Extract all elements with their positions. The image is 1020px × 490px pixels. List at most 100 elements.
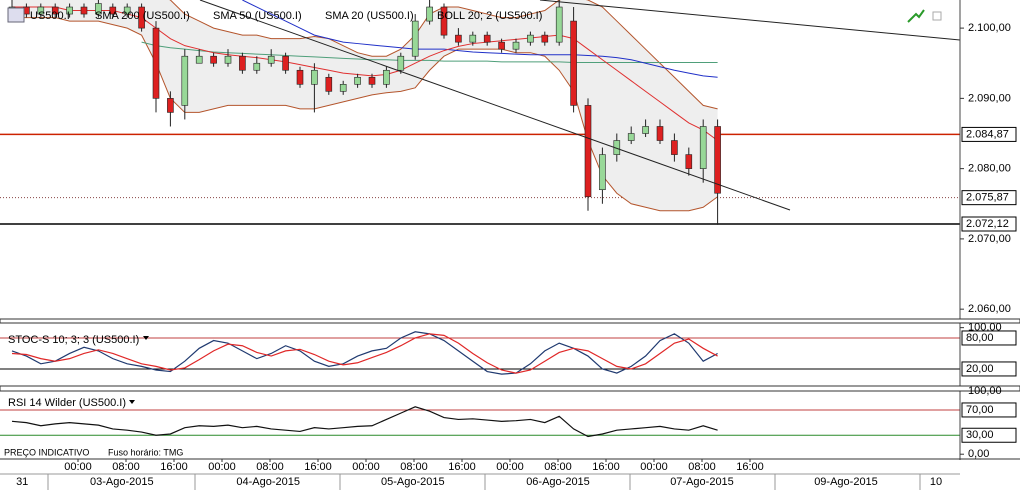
candle-body [699,126,707,169]
date-label: 07-Ago-2015 [670,476,734,488]
candle-body [325,76,333,92]
candle-body [296,69,304,85]
rsi-panel [0,406,960,438]
candle-body [224,55,232,64]
candle-body [627,133,635,141]
candle-body [397,55,405,71]
date-label: 04-Ago-2015 [236,476,300,488]
x-tick-label: 00:00 [64,461,92,473]
date-label: 09-Ago-2015 [814,476,878,488]
candle-body [555,6,563,43]
sma-line [242,0,718,78]
candle-body [383,69,390,85]
x-tick-label: 00:00 [640,461,668,473]
candle-body [253,62,261,71]
candle-body [656,126,664,141]
candle-body [570,20,577,106]
tool-icon[interactable] [907,9,925,23]
candle-body [66,6,73,15]
level-label: 30,00 [966,429,994,441]
y-tick-label: 2.080,00 [968,163,1011,175]
level-label-box [961,190,1017,206]
date-label: 06-Ago-2015 [526,476,590,488]
x-tick-label: 08:00 [688,461,716,473]
candle-body [469,34,477,43]
x-tick-label: 08:00 [544,461,572,473]
sma-line [12,6,718,141]
candle-body [599,154,606,191]
indicator-line [11,331,718,375]
y-tick-label: 100,00 [968,385,1002,397]
level-label: 20,00 [966,363,994,375]
level-label-box [961,216,1017,232]
candle-body [239,55,246,71]
sma-line [141,41,718,64]
legend-entry: SMA 200 (US500.I) [95,10,190,22]
candle-body [311,69,318,85]
y-tick-label: 2.100,00 [968,22,1011,34]
date-label: 03-Ago-2015 [90,476,154,488]
note: PREÇO INDICATIVO [4,447,89,457]
candle-body [109,6,117,15]
candle-body [512,41,520,50]
date-label: 10 [930,476,942,488]
candle-body [426,6,433,22]
candle-body [95,3,102,15]
x-tick-label: 16:00 [160,461,188,473]
stoch-panel [0,331,960,375]
candle-body [181,55,189,106]
symbol-icon[interactable] [7,7,25,23]
candle-body [584,105,592,198]
y-tick-label: 2.060,00 [968,303,1011,315]
candle-body [80,6,88,15]
x-tick-label: 16:00 [448,461,476,473]
chart-title: RSI 14 Wilder (US500.I) [8,397,126,409]
x-tick-label: 08:00 [400,461,428,473]
indicator-line [11,333,718,374]
candle-body [123,6,131,15]
candle-body [37,6,45,15]
trend-line [199,0,791,211]
legend-entry: BOLL 20; 2 (US500.I) [437,10,542,22]
x-tick-label: 16:00 [304,461,332,473]
x-tick-label: 08:00 [112,461,140,473]
dropdown-icon[interactable] [143,336,149,340]
panel-separator [0,318,1020,324]
candle-body [455,34,462,43]
candle-body [138,6,145,29]
date-label: 31 [16,476,28,488]
x-tick-label: 00:00 [496,461,524,473]
legend-entry: SMA 20 (US500.I) [325,10,414,22]
candle-body [282,55,289,71]
candle-body [210,55,217,64]
chart-title: STOC-S 10; 3; 3 (US500.I) [8,334,139,346]
trend-line [539,0,961,41]
level-label-box [961,402,1017,418]
level-label: 80,00 [966,332,994,344]
price-panel [0,0,960,225]
level-label: 2.084,87 [966,128,1009,140]
level-label-box [961,126,1017,142]
level-label: 2.075,87 [966,192,1009,204]
candle-body [195,55,203,64]
legend-entry: SMA 50 (US500.I) [213,10,302,22]
candle-body [714,126,721,194]
y-tick-label: 2.090,00 [968,92,1011,104]
candle-body [642,126,649,134]
candle-body [267,55,275,64]
date-label: 05-Ago-2015 [381,476,445,488]
x-tick-label: 16:00 [736,461,764,473]
window-icon[interactable] [932,11,942,21]
band-fill [12,0,718,211]
level-label-box [961,330,1017,346]
x-tick-label: 00:00 [208,461,236,473]
candle-body [51,6,59,15]
dropdown-icon[interactable] [129,400,135,404]
candle-body [354,76,361,85]
candle-body [671,140,678,155]
note: Fuso horário: TMG [108,447,183,457]
candle-body [440,6,448,36]
candle-body [152,27,160,99]
level-label-box [961,361,1017,377]
